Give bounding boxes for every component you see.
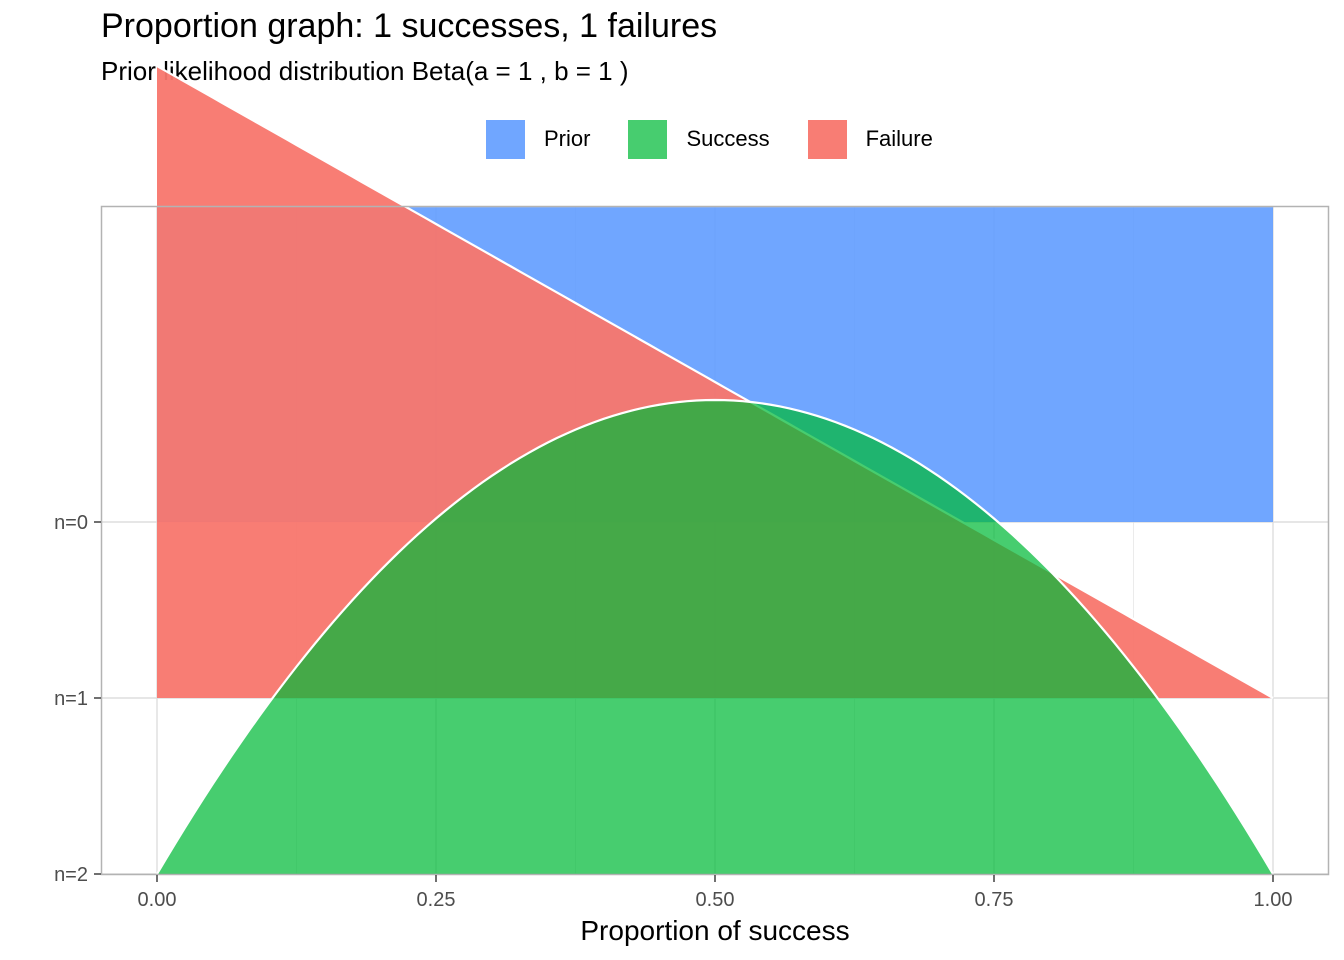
legend-item-failure: Failure	[807, 119, 933, 159]
panel-border	[100, 205, 1330, 876]
x-tick-label: 0.00	[138, 889, 177, 911]
area-outline-failure	[156, 65, 1274, 699]
legend-key-failure	[807, 119, 847, 159]
x-axis-title: Proportion of success	[580, 915, 849, 946]
x-tick-label: 0.25	[417, 889, 456, 911]
legend-label-prior: Prior	[544, 126, 591, 151]
density-areas	[156, 65, 1274, 875]
legend-item-prior: Prior	[486, 119, 591, 159]
y-tick-label: n=2	[54, 864, 88, 886]
y-tick-label: n=0	[54, 512, 88, 534]
legend-label-failure: Failure	[865, 126, 933, 151]
legend-item-success: Success	[628, 119, 770, 159]
area-outline-success	[156, 398, 1274, 875]
x-tick-label: 0.50	[696, 889, 735, 911]
y-tick-label: n=1	[54, 688, 88, 710]
x-axis: 0.00 0.25 0.50 0.75 1.00	[138, 875, 1293, 911]
legend: Prior Success Failure	[486, 119, 933, 159]
legend-key-prior	[486, 119, 525, 159]
x-tick-label: 1.00	[1254, 889, 1293, 911]
chart-title: Proportion graph: 1 successes, 1 failure…	[101, 7, 718, 45]
chart-subtitle: Prior likelihood distribution Beta(a = 1…	[101, 56, 629, 86]
x-tick-label: 0.75	[975, 889, 1014, 911]
legend-key-success	[628, 119, 668, 159]
y-axis: n=0 n=1 n=2	[54, 512, 101, 886]
legend-label-success: Success	[686, 126, 770, 151]
